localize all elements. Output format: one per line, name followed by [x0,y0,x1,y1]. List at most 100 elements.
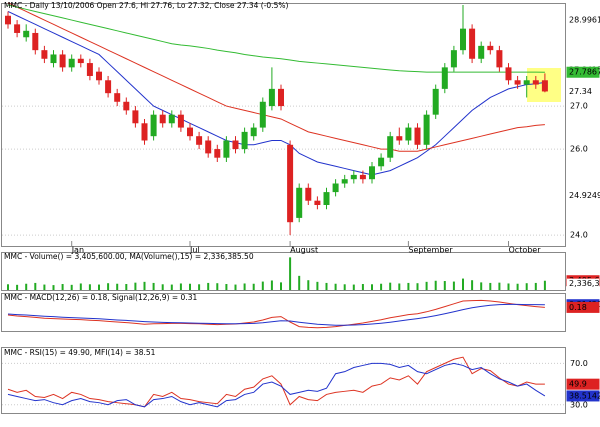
candle-body [423,114,430,145]
bar [452,281,455,290]
candle-body [323,192,330,205]
bar [525,283,528,290]
bar [371,284,373,290]
bar [407,282,410,290]
panel-title: MMC - Volume() = 3,405,600.00, MA(Volume… [4,252,254,261]
last-value-label: 0.18 [569,303,587,312]
bar [516,283,519,290]
candle-body [460,28,466,51]
candle-body [387,136,394,158]
bar [216,283,219,290]
last-value-label: 49.9 [569,380,587,389]
y-tick-label: 30.0 [570,400,588,409]
x-tick-label: Jul [189,246,200,255]
line [7,362,546,408]
candle-body [187,127,193,137]
bar [389,282,392,290]
candle-body [305,187,312,201]
candle-body [405,127,412,141]
candle-body [359,174,366,180]
line [7,2,545,152]
candle-body [114,93,121,102]
last-value-box [566,378,600,390]
bar [462,278,464,290]
bar [52,285,55,290]
candle-body [32,32,39,51]
bar [352,284,355,290]
bar [543,280,546,290]
bar [98,284,100,290]
candle-body [441,67,448,89]
candle-body [5,15,11,25]
bar [179,283,182,290]
bar [107,283,110,290]
bar [225,284,228,290]
x-tick-label: September [408,246,453,255]
bar [116,283,119,290]
candle-body [378,157,385,167]
bar [70,284,73,290]
bar [79,283,82,290]
bar [480,282,483,290]
candle-body [150,114,157,137]
line [7,4,545,73]
bar [170,284,173,290]
candle-body [250,127,257,137]
last-value-box [567,15,599,26]
candle-body [177,114,184,128]
last-value-box [567,190,599,201]
candle-body [132,110,139,124]
candle-body [332,183,339,193]
bar [88,284,91,290]
y-tick-label: 24.0 [570,231,588,240]
bar [334,283,337,290]
line [7,356,545,408]
bar [307,280,310,290]
y-tick-label: 27.0 [570,102,588,111]
bar [7,284,9,290]
candle-body [532,80,539,85]
bar [43,284,46,290]
bar [189,283,191,290]
candle-body [314,200,321,205]
rsi-panel [1,347,566,414]
candle-body [268,88,275,107]
price-panel [1,3,566,247]
bar [289,257,292,290]
candle-body [523,80,530,85]
bar [25,283,28,290]
last-value-box [567,278,599,289]
bar [198,284,201,290]
candle-body [450,50,457,68]
candle-body [487,45,494,51]
bar [252,283,255,290]
candle-body [505,67,512,81]
line [7,299,545,329]
candle-body [414,127,421,145]
last-value-label: 38.5142 [569,391,600,400]
last-value-label: 27.7867 [569,68,600,77]
bar [343,284,346,290]
candle-body [105,80,112,94]
last-value-label: 28.9961 [569,16,600,25]
bar [398,283,401,290]
candle-body [23,30,30,38]
candle-body [59,54,66,68]
candle-body [287,144,294,223]
bar [316,281,319,290]
bar [234,284,237,290]
last-value-box [566,301,600,313]
panel-title: MMC - MACD(12,26) = 0.18, Signal(12,26,9… [4,293,197,302]
bar [416,283,419,290]
panel-title: MMC - Daily 13/10/2006 Open 27.6, Hi 27.… [4,1,288,10]
candle-body [159,114,166,124]
candle-body [214,149,221,158]
candle-body [141,123,148,141]
bar [143,281,146,290]
candle-body [396,136,403,141]
bar [298,275,301,290]
candle-body [223,140,230,158]
candle-body [296,187,303,218]
candle-body [350,174,357,180]
